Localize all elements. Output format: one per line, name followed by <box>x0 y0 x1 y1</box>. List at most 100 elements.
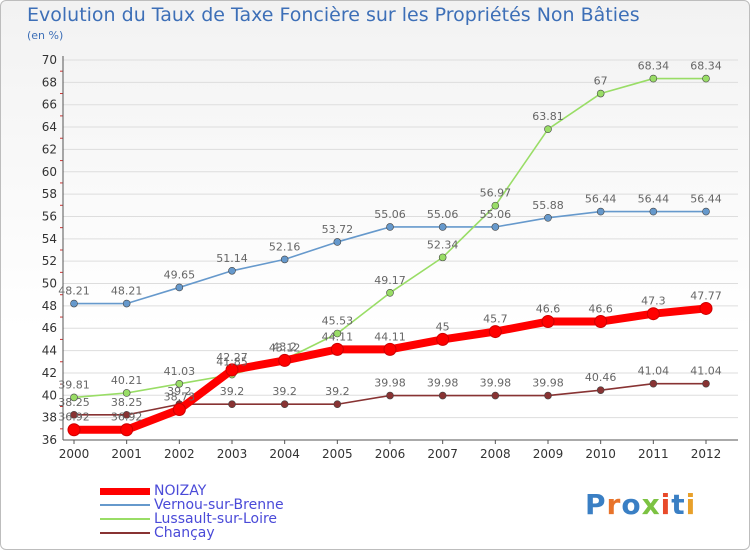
data-point <box>330 342 344 356</box>
data-point <box>594 315 608 329</box>
data-labels: 36.92 36.92 38.73 42.27 43.12 44.11 44.11 45 45.… <box>58 60 722 424</box>
data-label: 52.16 <box>269 240 301 253</box>
data-label: 43.2 <box>272 341 297 354</box>
legend-swatch-noizay <box>100 487 150 495</box>
data-point <box>438 223 447 231</box>
x-tick-label: 2003 <box>217 447 248 461</box>
data-point <box>649 207 658 216</box>
data-point <box>438 253 447 262</box>
data-point <box>280 400 289 409</box>
y-tick-label: 70 <box>42 53 57 67</box>
data-point <box>70 411 78 419</box>
data-point <box>333 400 342 409</box>
data-point <box>491 391 500 400</box>
y-tick-label: 44 <box>42 344 57 358</box>
data-point <box>386 223 394 231</box>
data-label: 42.27 <box>216 351 248 364</box>
data-label: 36.92 <box>111 411 143 424</box>
data-point <box>228 266 236 275</box>
axes: 36 38 40 42 44 46 48 50 52 54 56 58 60 62 64 66 68 70 2000… <box>42 53 738 461</box>
data-point <box>491 201 500 210</box>
x-tick-label: 2012 <box>691 447 722 461</box>
data-label: 41.04 <box>638 365 670 378</box>
legend-item-lussault: Lussault-sur-Loire <box>100 512 284 526</box>
y-tick-label: 58 <box>42 187 57 201</box>
series-lines <box>67 74 713 437</box>
data-label: 39.81 <box>58 378 90 391</box>
data-label: 45 <box>436 320 450 333</box>
data-label: 68.34 <box>690 60 722 73</box>
data-label: 48.21 <box>111 285 143 298</box>
x-tick-label: 2005 <box>322 447 353 461</box>
data-point <box>383 342 397 356</box>
x-tick-label: 2010 <box>585 447 616 461</box>
data-label: 46.6 <box>536 303 561 316</box>
data-label: 56.44 <box>638 193 670 206</box>
data-point <box>67 423 81 437</box>
y-tick-label: 42 <box>42 366 57 380</box>
data-label: 55.06 <box>427 208 459 221</box>
data-label: 55.06 <box>480 208 512 221</box>
x-tick-label: 2011 <box>638 447 669 461</box>
data-label: 39.2 <box>325 385 350 398</box>
data-point <box>702 74 710 83</box>
legend-swatch-chancay <box>100 532 150 534</box>
data-label: 44.11 <box>374 330 406 343</box>
data-point <box>122 411 131 419</box>
legend-label-lussault: Lussault-sur-Loire <box>154 511 278 527</box>
data-point <box>228 400 236 409</box>
x-tick-label: 2008 <box>480 447 511 461</box>
legend-swatch-vernou <box>100 504 150 506</box>
y-tick-label: 50 <box>42 277 57 291</box>
legend-item-vernou: Vernou-sur-Brenne <box>100 498 284 512</box>
data-point <box>333 329 342 338</box>
data-label: 36.92 <box>58 411 90 424</box>
data-label: 56.44 <box>690 193 722 206</box>
legend-label-noizay: NOIZAY <box>154 483 207 499</box>
data-point <box>278 353 292 367</box>
data-label: 45.53 <box>322 314 354 327</box>
data-label: 39.98 <box>374 377 406 390</box>
legend-item-noizay: NOIZAY <box>100 484 284 498</box>
data-label: 48.21 <box>58 285 90 298</box>
y-tick-label: 68 <box>42 75 57 89</box>
logo-letter: P <box>585 488 607 521</box>
logo-letter: t <box>671 488 686 521</box>
data-point <box>70 393 78 402</box>
x-tick-label: 2004 <box>269 447 300 461</box>
legend: NOIZAY Vernou-sur-Brenne Lussault-sur-Lo… <box>100 484 284 540</box>
data-label: 41.04 <box>690 365 722 378</box>
x-tick-label: 2009 <box>533 447 564 461</box>
x-tick-label: 2000 <box>59 447 90 461</box>
proxiti-logo: Proxiti <box>585 488 696 521</box>
data-label: 44.11 <box>322 330 354 343</box>
data-label: 41.03 <box>164 365 196 378</box>
data-label: 52.34 <box>427 238 459 251</box>
data-label: 38.73 <box>164 390 196 403</box>
data-label: 38.25 <box>111 396 143 409</box>
y-tick-label: 62 <box>42 142 57 156</box>
data-point <box>646 307 660 321</box>
data-label: 43.12 <box>269 341 301 354</box>
data-label: 38.25 <box>58 396 90 409</box>
data-label: 55.88 <box>532 199 564 212</box>
data-point <box>172 402 186 416</box>
data-point <box>649 379 658 388</box>
x-tick-label: 2002 <box>164 447 195 461</box>
legend-label-chancay: Chançay <box>154 525 215 541</box>
logo-letter: r <box>606 488 622 521</box>
y-tick-label: 46 <box>42 321 57 335</box>
data-point <box>488 325 502 339</box>
y-tick-label: 60 <box>42 165 57 179</box>
x-tick-label: 2006 <box>375 447 406 461</box>
data-label: 51.14 <box>216 252 248 265</box>
data-point <box>596 207 605 216</box>
data-point <box>596 386 605 394</box>
data-label: 49.17 <box>374 274 406 287</box>
data-point <box>120 423 134 437</box>
chart-subtitle: (en %) <box>27 29 64 42</box>
legend-item-chancay: Chançay <box>100 526 284 540</box>
logo-letter: i <box>685 488 697 521</box>
data-point <box>541 315 555 329</box>
